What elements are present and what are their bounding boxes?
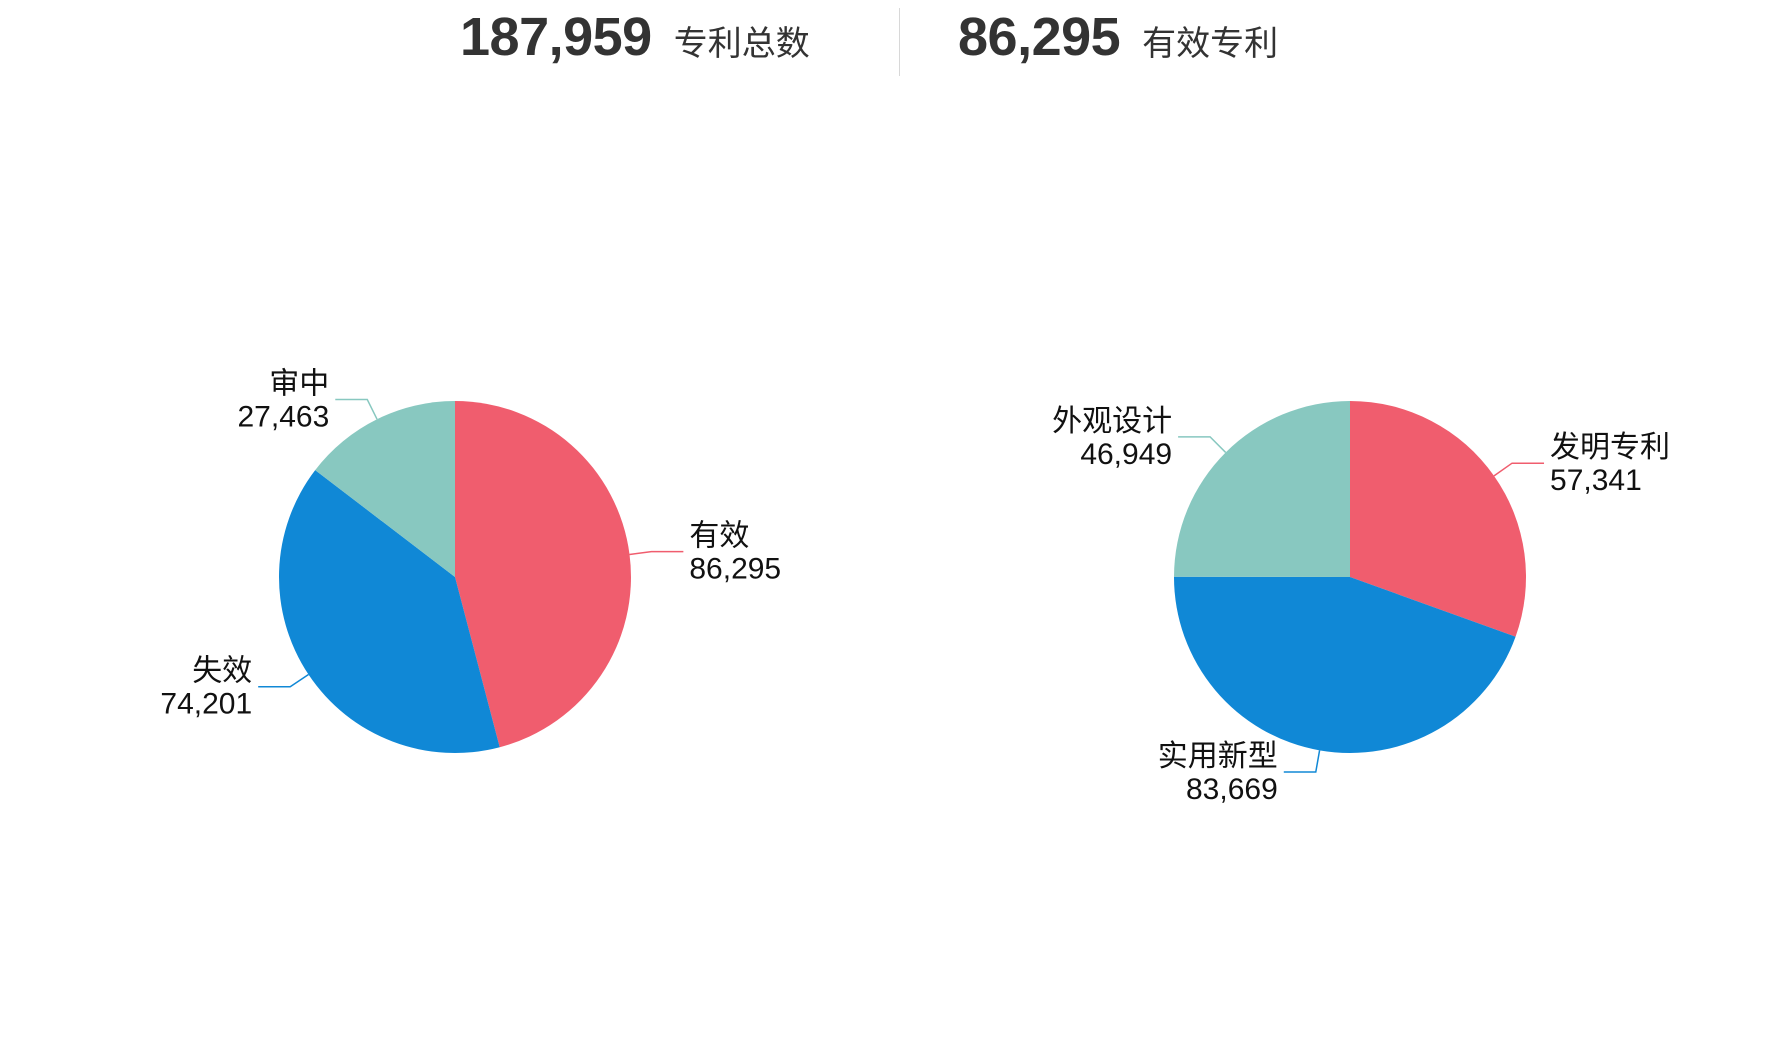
leader-line: [258, 675, 308, 687]
type-pie: 发明专利57,341 实用新型83,669 外观设计46,949: [1052, 401, 1670, 806]
leader-line: [1494, 463, 1544, 476]
slice-label: 外观设计: [1052, 405, 1172, 438]
slice-value: 74,201: [160, 688, 252, 721]
pie-slice: [1174, 401, 1350, 577]
slice-value: 57,341: [1550, 464, 1642, 497]
slice-value: 83,669: [1186, 773, 1278, 806]
status-pie: 有效86,295 失效74,201 审中27,463: [160, 368, 781, 753]
leader-line: [630, 552, 684, 555]
slice-value: 86,295: [689, 553, 781, 586]
slice-value: 27,463: [238, 401, 330, 434]
slice-label: 失效: [192, 655, 252, 688]
slice-label: 实用新型: [1158, 740, 1278, 773]
slice-label: 有效: [689, 520, 749, 553]
leader-line: [1284, 750, 1320, 772]
slice-value: 46,949: [1080, 438, 1172, 471]
leader-line: [335, 400, 377, 420]
leader-line: [1178, 437, 1226, 453]
slice-label: 审中: [269, 368, 329, 401]
slice-label: 发明专利: [1550, 431, 1670, 464]
